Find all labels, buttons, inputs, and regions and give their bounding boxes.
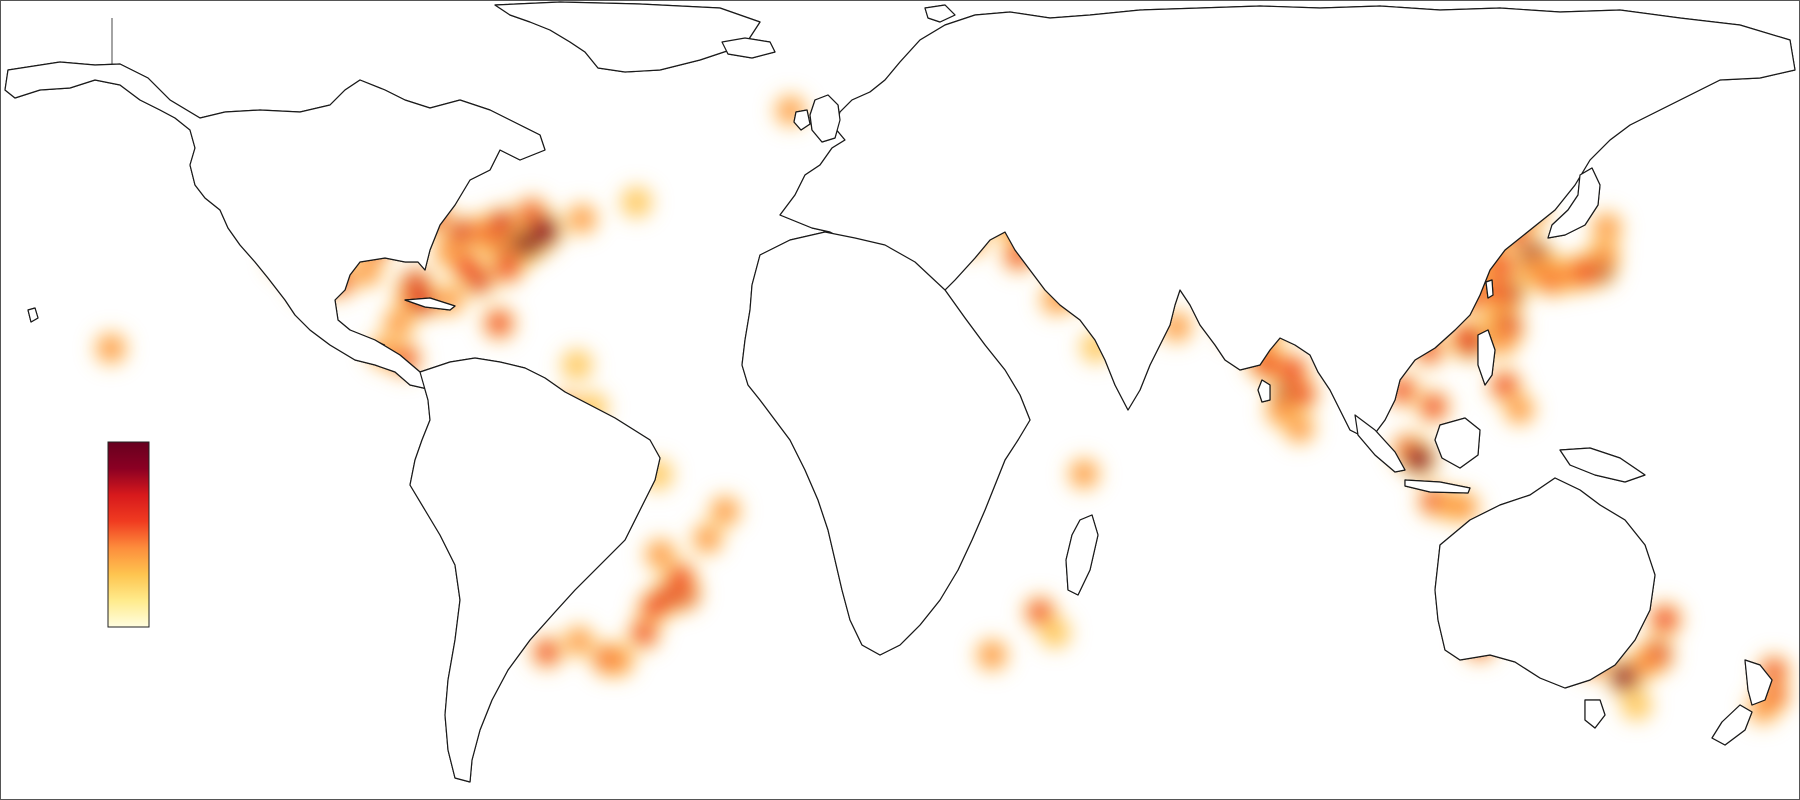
heat-point <box>535 640 559 665</box>
heat-point <box>648 542 673 567</box>
heat-point <box>1279 357 1306 383</box>
heat-point <box>529 216 560 246</box>
heat-point <box>1404 444 1434 474</box>
heat-point <box>607 649 631 672</box>
heat-point <box>1593 242 1616 266</box>
heat-point <box>494 255 520 281</box>
heat-point <box>1421 394 1446 420</box>
heat-point <box>1595 216 1618 239</box>
heat-point <box>1633 651 1658 675</box>
heat-point <box>632 621 656 646</box>
heat-point <box>1072 462 1096 486</box>
heat-point <box>1489 329 1514 353</box>
heat-point <box>1453 325 1480 352</box>
heat-point <box>1508 398 1531 421</box>
heat-point <box>99 336 123 360</box>
heat-point <box>567 629 591 653</box>
heat-point <box>1452 495 1475 519</box>
heat-point <box>980 643 1004 667</box>
heat-point <box>713 499 737 523</box>
heat-point <box>625 191 648 214</box>
heat-point <box>668 565 693 590</box>
colorbar-gradient-bar <box>107 441 150 628</box>
heat-point <box>1652 606 1678 633</box>
heat-point <box>1492 373 1518 398</box>
colorbar-legend <box>107 441 150 628</box>
heat-point <box>486 310 512 336</box>
heat-point <box>696 527 719 550</box>
heat-point <box>1044 621 1066 644</box>
heat-point <box>1288 417 1311 440</box>
heat-point <box>1551 264 1574 287</box>
heat-point <box>355 260 379 283</box>
heat-point <box>570 207 594 231</box>
heat-point <box>1625 694 1648 716</box>
heat-point <box>454 253 478 278</box>
heat-point <box>386 312 411 336</box>
heat-point <box>566 354 588 376</box>
